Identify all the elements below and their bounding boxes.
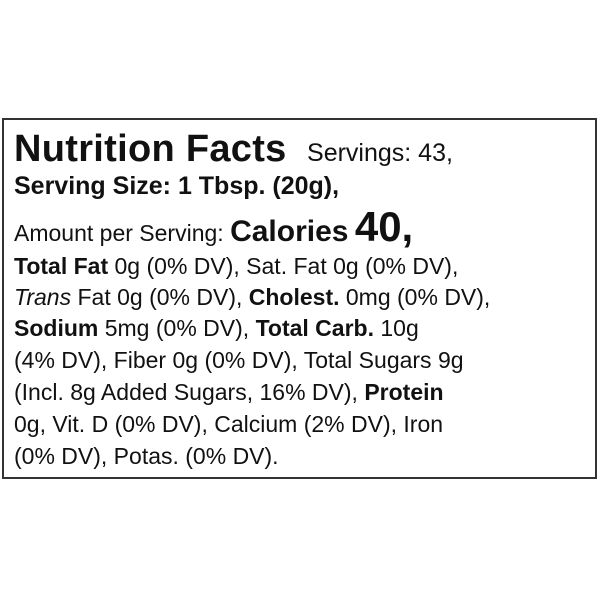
cholest-value: 0mg (0% DV),	[345, 284, 491, 310]
protein-label: Protein	[364, 379, 444, 405]
trans-label: Trans	[14, 284, 72, 310]
cholest-label: Cholest.	[248, 284, 340, 310]
servings: Servings: 43,	[307, 139, 453, 167]
serving-size: Serving Size: 1 Tbsp. (20g),	[14, 172, 340, 200]
amount-per-serving: Amount per Serving:	[14, 220, 224, 246]
calories-row: Amount per Serving: Calories 40,	[14, 206, 413, 248]
sodium-row: Sodium 5mg (0% DV), Total Carb. 10g	[14, 317, 419, 340]
calories-value: 40,	[354, 203, 414, 250]
fiber-sugars-row: (4% DV), Fiber 0g (0% DV), Total Sugars …	[14, 347, 464, 373]
added-sugars-row: (Incl. 8g Added Sugars, 16% DV), Protein	[14, 381, 444, 404]
carb-value: 10g	[380, 315, 419, 341]
fat-row: Total Fat 0g (0% DV), Sat. Fat 0g (0% DV…	[14, 255, 458, 278]
nutrition-facts-label: Nutrition Facts Servings: 43, Serving Si…	[2, 118, 597, 479]
label-title: Nutrition Facts	[14, 128, 287, 170]
total-fat-label: Total Fat	[14, 253, 109, 279]
trans-row: Trans Fat 0g (0% DV), Cholest. 0mg (0% D…	[14, 286, 490, 309]
trans-value: Fat 0g (0% DV),	[77, 284, 243, 310]
vitamins-row: 0g, Vit. D (0% DV), Calcium (2% DV), Iro…	[14, 411, 444, 437]
sodium-label: Sodium	[14, 315, 99, 341]
potassium-row: (0% DV), Potas. (0% DV).	[14, 443, 279, 469]
total-fat-value: 0g (0% DV), Sat. Fat 0g (0% DV),	[114, 253, 459, 279]
carb-label: Total Carb.	[255, 315, 374, 341]
added-sugars: (Incl. 8g Added Sugars, 16% DV),	[14, 379, 358, 405]
calories-label: Calories	[230, 215, 349, 248]
title-row: Nutrition Facts Servings: 43,	[14, 130, 453, 168]
sodium-value: 5mg (0% DV),	[104, 315, 250, 341]
